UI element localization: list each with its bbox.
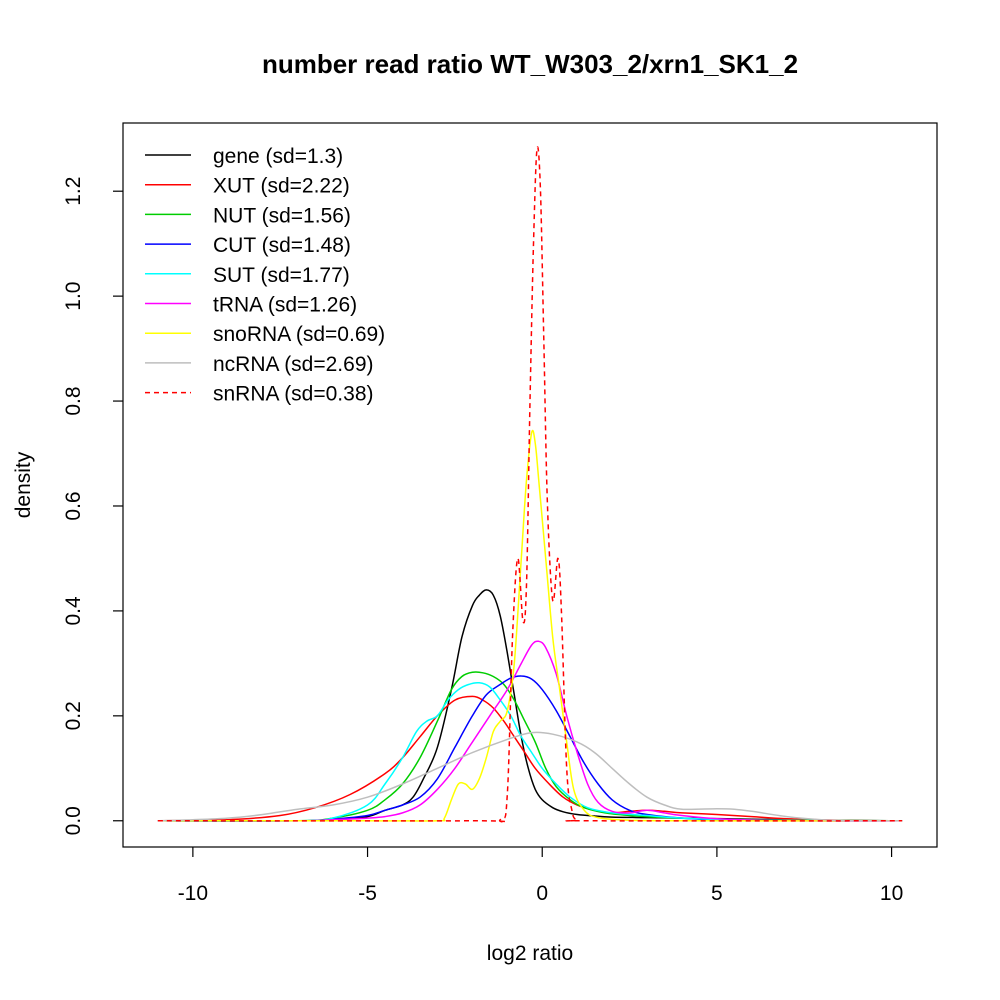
legend-label: snRNA (sd=0.38) bbox=[213, 383, 374, 406]
x-tick-label: 5 bbox=[711, 882, 723, 905]
series-line-5 bbox=[157, 640, 903, 822]
series-line-6 bbox=[157, 429, 903, 822]
series-layer bbox=[157, 146, 903, 823]
legend-label: SUT (sd=1.77) bbox=[213, 264, 350, 287]
y-tick-label: 0.2 bbox=[62, 701, 85, 730]
y-tick-label: 0.8 bbox=[62, 386, 85, 415]
y-axis: 0.0 0.2 0.4 0.6 0.8 1.0 1.2 bbox=[62, 177, 123, 835]
plot-frame bbox=[122, 122, 938, 848]
legend-label: XUT (sd=2.22) bbox=[213, 175, 350, 198]
legend-label: tRNA (sd=1.26) bbox=[213, 294, 357, 317]
series-line-4 bbox=[157, 681, 903, 822]
x-tick-label: 10 bbox=[880, 882, 903, 905]
y-tick-label: 1.0 bbox=[62, 282, 85, 311]
legend-label: ncRNA (sd=2.69) bbox=[213, 353, 374, 376]
series-line-8 bbox=[157, 146, 903, 823]
x-axis-label: log2 ratio bbox=[487, 942, 573, 965]
x-tick-label: -5 bbox=[358, 882, 377, 905]
legend-label: NUT (sd=1.56) bbox=[213, 204, 351, 227]
y-tick-label: 1.2 bbox=[62, 177, 85, 206]
y-axis-label: density bbox=[12, 451, 35, 518]
series-line-1 bbox=[157, 695, 903, 822]
series-line-7 bbox=[157, 731, 903, 822]
series-line-0 bbox=[157, 589, 903, 822]
legend-label: snoRNA (sd=0.69) bbox=[213, 323, 385, 346]
x-tick-label: -10 bbox=[178, 882, 208, 905]
y-tick-label: 0.4 bbox=[62, 596, 85, 626]
legend: gene (sd=1.3) XUT (sd=2.22) NUT (sd=1.56) C… bbox=[145, 145, 385, 406]
series-line-3 bbox=[157, 675, 903, 822]
y-tick-label: 0.0 bbox=[62, 806, 85, 835]
x-axis: -10 -5 0 5 10 bbox=[178, 847, 903, 905]
x-tick-label: 0 bbox=[536, 882, 548, 905]
legend-label: CUT (sd=1.48) bbox=[213, 234, 351, 257]
series-line-2 bbox=[157, 671, 903, 822]
chart-title: number read ratio WT_W303_2/xrn1_SK1_2 bbox=[262, 49, 798, 79]
y-tick-label: 0.6 bbox=[62, 491, 85, 520]
legend-label: gene (sd=1.3) bbox=[213, 145, 343, 168]
